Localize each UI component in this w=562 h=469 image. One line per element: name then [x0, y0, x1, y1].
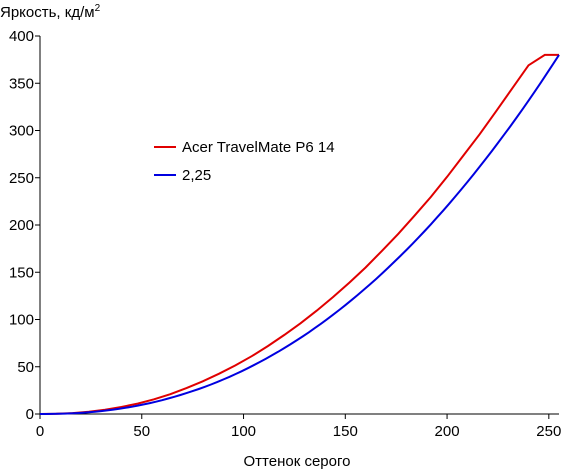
x-tick-label: 0	[36, 423, 44, 440]
y-axis-title-superscript: 2	[95, 3, 101, 14]
x-tick-label: 250	[536, 423, 561, 440]
series-line-1	[40, 54, 560, 415]
y-tick-label: 300	[9, 123, 34, 140]
x-tick-label: 150	[333, 423, 358, 440]
axes	[35, 35, 559, 419]
y-tick-label: 400	[9, 28, 34, 45]
series-lines	[39, 53, 560, 415]
y-tick-label: 100	[9, 312, 34, 329]
x-tick-label: 200	[435, 423, 460, 440]
y-tick-label: 250	[9, 170, 34, 187]
legend-label-1: 2,25	[182, 167, 211, 184]
legend-label-0: Acer TravelMate P6 14	[182, 139, 335, 156]
series-line-0	[39, 53, 559, 415]
y-tick-label: 0	[26, 406, 34, 423]
x-tick-label: 50	[133, 423, 150, 440]
y-axis-title: Яркость, кд/м2	[0, 3, 101, 21]
x-axis-title: Оттенок серого	[244, 453, 351, 469]
legend: Acer TravelMate P6 14 2,25	[154, 139, 335, 184]
y-tick-label: 150	[9, 264, 34, 281]
x-tick-label: 100	[231, 423, 256, 440]
tick-labels: 0 50 100 150 200 250 300 350 400 0 50 100 150 200 250	[9, 28, 561, 440]
y-tick-label: 200	[9, 217, 34, 234]
y-axis-title-text: Яркость, кд/м	[0, 4, 95, 21]
y-tick-label: 350	[9, 75, 34, 92]
y-tick-label: 50	[17, 359, 34, 376]
